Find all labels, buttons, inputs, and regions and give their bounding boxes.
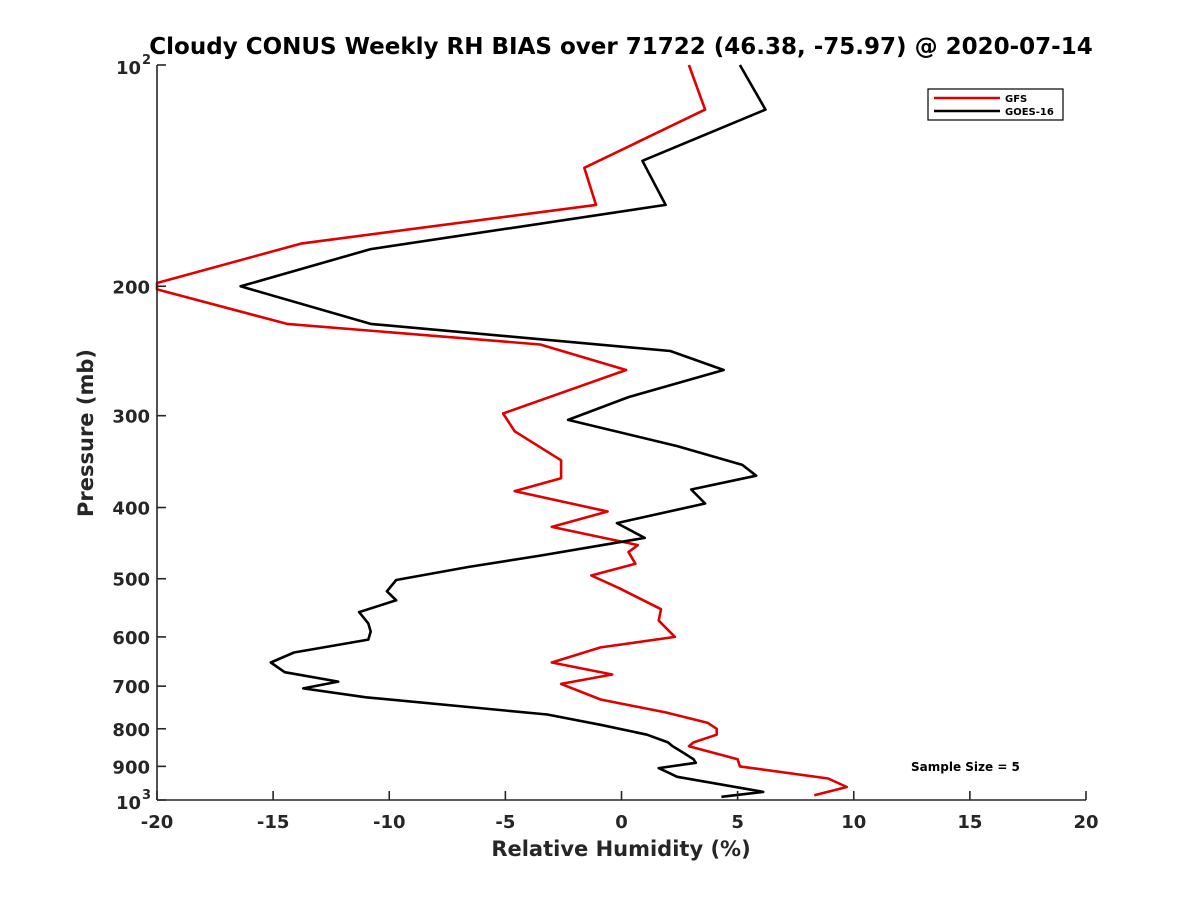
x-tick-label: -15 xyxy=(257,812,290,833)
legend-label-gfs: GFS xyxy=(1005,94,1027,105)
y-axis-label: Pressure (mb) xyxy=(74,349,98,517)
x-ticks: -20 -15 -10 -5 0 5 10 15 20 xyxy=(141,791,1099,833)
series-line-gfs xyxy=(155,64,849,797)
x-tick-label: -10 xyxy=(373,812,406,833)
y-tick-label: 300 xyxy=(112,407,150,428)
x-tick-label: 5 xyxy=(731,812,744,833)
chart-title: Cloudy CONUS Weekly RH BIAS over 71722 (… xyxy=(149,34,1092,60)
legend-label-goes16: GOES-16 xyxy=(1005,107,1054,118)
y-tick-label: 800 xyxy=(112,720,150,741)
legend-box xyxy=(927,88,1064,121)
x-axis-label: Relative Humidity (%) xyxy=(491,837,750,861)
y-tick-label: 500 xyxy=(112,570,150,591)
series-layer xyxy=(155,64,849,799)
legend: GFS GOES-16 xyxy=(927,88,1064,121)
x-tick-label: -5 xyxy=(495,812,515,833)
y-tick-label: 700 xyxy=(112,677,150,698)
y-tick-label: 900 xyxy=(112,757,150,778)
x-tick-label: -20 xyxy=(141,812,174,833)
y-tick-label: 10 xyxy=(116,58,141,79)
x-tick-label: 15 xyxy=(957,812,982,833)
y-tick-label: 600 xyxy=(112,628,150,649)
y-tick-exponent: 2 xyxy=(142,53,151,68)
y-tick-label: 200 xyxy=(112,277,150,298)
y-tick-label: 400 xyxy=(112,499,150,520)
series-line-goes16 xyxy=(239,64,767,799)
x-tick-label: 0 xyxy=(615,812,628,833)
x-tick-label: 20 xyxy=(1073,812,1098,833)
y-tick-exponent: 3 xyxy=(142,788,151,803)
y-tick-label: 10 xyxy=(116,793,141,814)
x-tick-label: 10 xyxy=(841,812,866,833)
sample-size-annotation: Sample Size = 5 xyxy=(911,760,1020,774)
